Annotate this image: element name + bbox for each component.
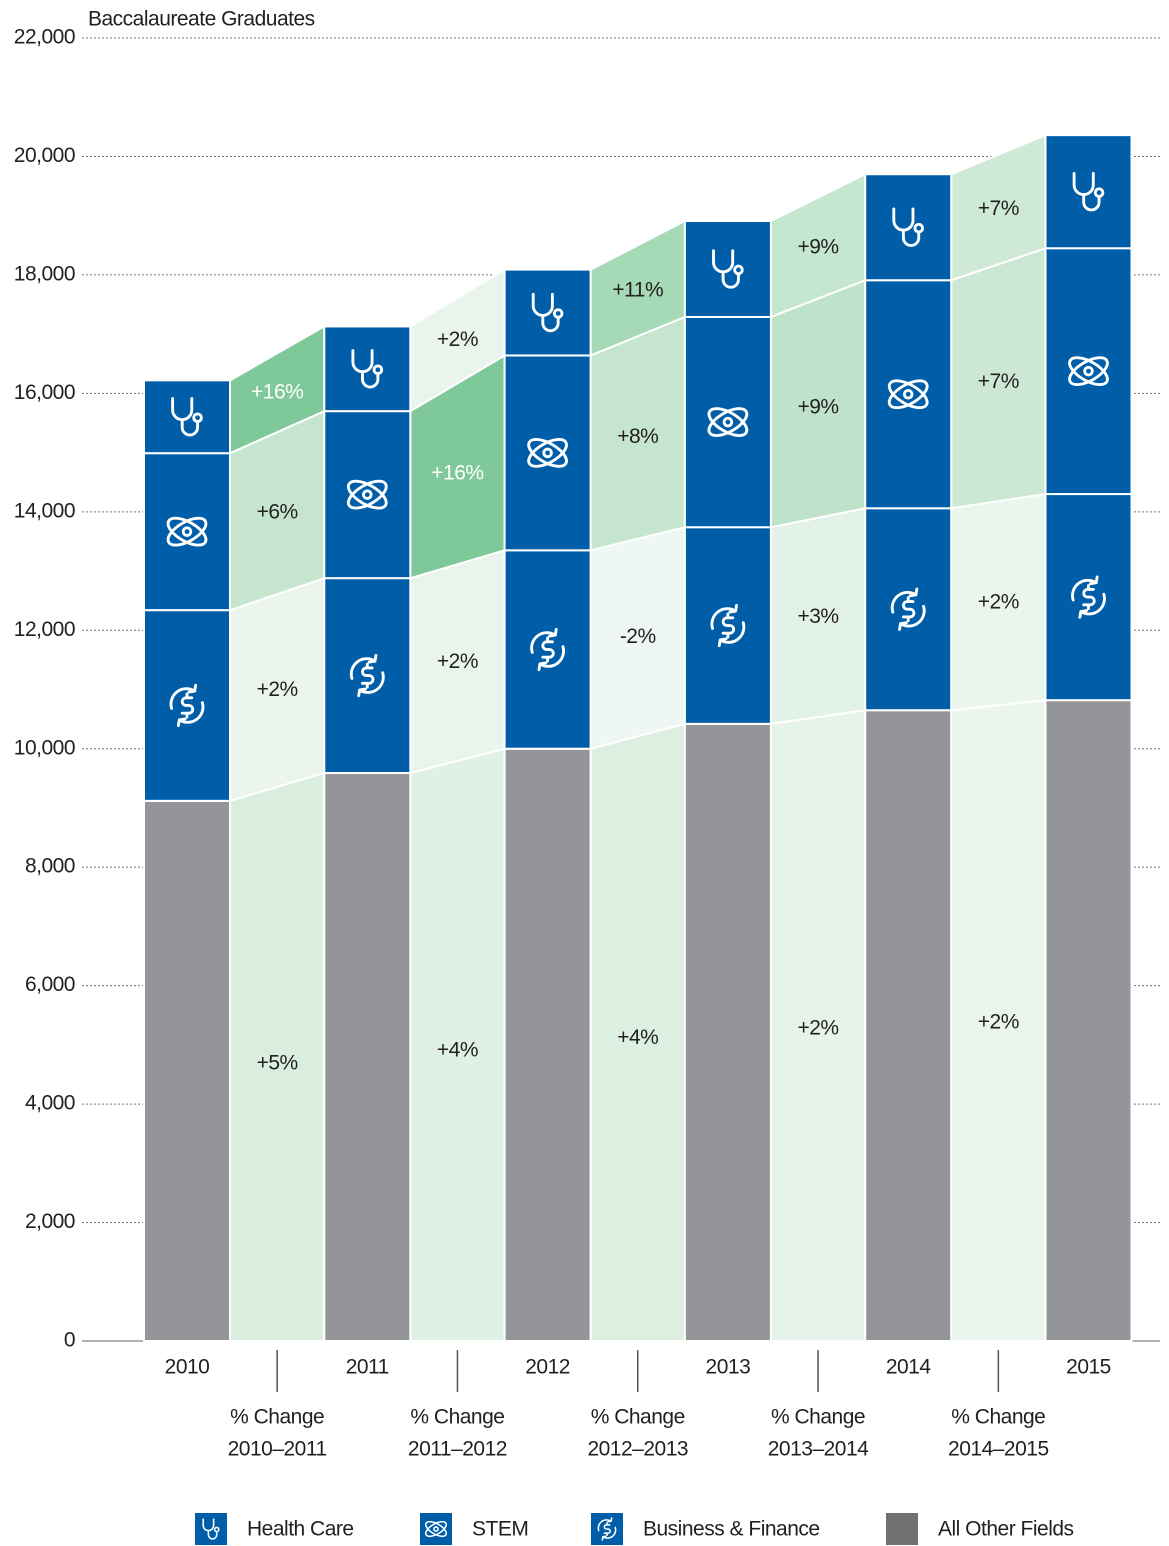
change-label: +2% (437, 328, 478, 351)
change-label: +7% (978, 370, 1019, 393)
bar-segment (1044, 247, 1133, 496)
y-tick-label: 18,000 (14, 262, 75, 285)
x-tick-label: 2012 (525, 1356, 570, 1379)
change-label: +7% (978, 197, 1019, 220)
legend-label: All Other Fields (938, 1518, 1074, 1541)
legend-label: Business & Finance (643, 1518, 820, 1541)
change-label: +9% (797, 236, 838, 259)
legend-swatch (886, 1513, 918, 1545)
bar-segment (1044, 699, 1133, 1342)
period-label: % Change (951, 1406, 1045, 1429)
y-tick-label: 0 (64, 1329, 75, 1352)
y-tick-label: 6,000 (25, 973, 75, 996)
bar-segment (683, 722, 772, 1342)
x-tick-label: 2015 (1066, 1356, 1111, 1379)
x-tick-label: 2010 (165, 1356, 210, 1379)
bar-segment (323, 772, 412, 1342)
period-label: 2013–2014 (768, 1438, 869, 1461)
y-tick-label: 20,000 (14, 144, 75, 167)
x-tick-label: 2011 (346, 1356, 389, 1379)
bar-segment (683, 315, 772, 529)
change-label: -2% (620, 625, 656, 648)
bar-segment (323, 410, 412, 580)
bar-segment (143, 452, 231, 612)
change-label: +9% (797, 396, 838, 419)
x-tick-label: 2014 (886, 1356, 932, 1379)
period-label: 2014–2015 (948, 1438, 1049, 1461)
x-tick-label: 2013 (706, 1356, 751, 1379)
change-label: +2% (797, 1017, 838, 1040)
change-label: +2% (978, 591, 1019, 614)
period-label: % Change (591, 1406, 685, 1429)
change-label: +2% (257, 678, 298, 701)
period-label: 2010–2011 (228, 1438, 327, 1461)
period-label: % Change (771, 1406, 865, 1429)
period-label: 2011–2012 (408, 1438, 507, 1461)
y-tick-label: 12,000 (14, 618, 75, 641)
y-tick-label: 14,000 (14, 499, 75, 522)
y-tick-label: 4,000 (25, 1092, 75, 1115)
change-label: +16% (431, 461, 483, 484)
y-tick-label: 8,000 (25, 855, 75, 878)
bar-segment (143, 799, 231, 1342)
change-label: +11% (612, 278, 663, 301)
change-label: +16% (251, 380, 303, 403)
period-label: 2012–2013 (587, 1438, 688, 1461)
legend-swatch (420, 1513, 452, 1545)
change-label: +8% (617, 425, 658, 448)
legend-label: STEM (472, 1518, 528, 1541)
y-tick-label: 16,000 (14, 381, 75, 404)
change-label: +2% (978, 1011, 1019, 1034)
change-label: +3% (797, 605, 838, 628)
change-label: +6% (257, 501, 298, 524)
bar-segment (503, 354, 592, 552)
change-label: +4% (437, 1038, 478, 1061)
change-label: +2% (437, 650, 478, 673)
change-label: +5% (257, 1052, 298, 1075)
y-tick-label: 22,000 (14, 26, 75, 49)
bar-segment (503, 747, 592, 1342)
bar-segment (864, 709, 953, 1342)
bar-segment (683, 526, 772, 725)
bar-segment (864, 279, 953, 510)
y-tick-label: 10,000 (14, 736, 75, 759)
period-label: % Change (230, 1406, 324, 1429)
legend-label: Health Care (247, 1518, 354, 1541)
period-label: % Change (410, 1406, 504, 1429)
y-axis-label: Baccalaureate Graduates (88, 8, 315, 31)
change-label: +4% (617, 1026, 658, 1049)
y-tick-label: 2,000 (25, 1210, 75, 1233)
